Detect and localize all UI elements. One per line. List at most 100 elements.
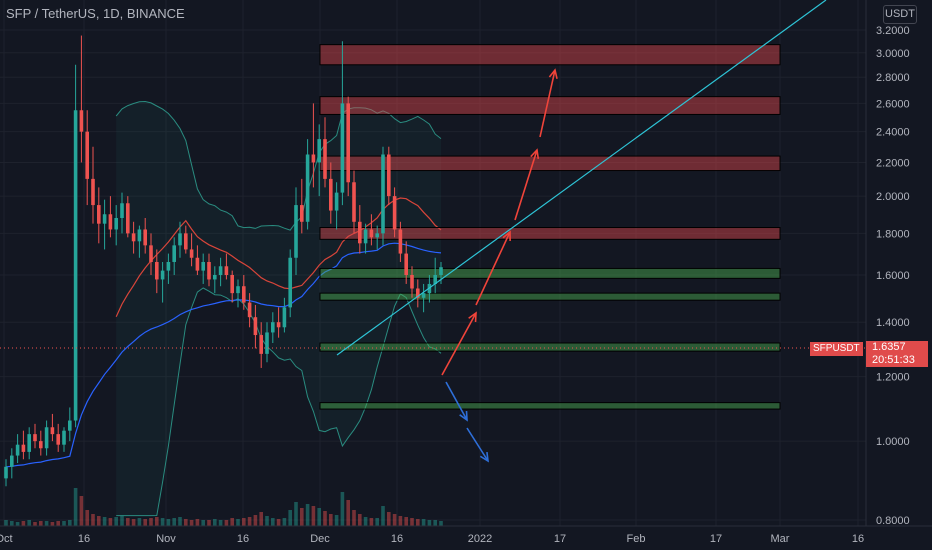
candle-body [44,427,49,449]
volume-bar [242,518,246,526]
candle-body [224,266,229,275]
price-tick-label: 1.0000 [876,436,910,448]
arrow-up-1-head [468,311,477,323]
price-tick-label: 1.6000 [876,270,910,282]
arrow-up-4-head [548,68,558,79]
time-tick-label: Nov [156,533,176,545]
currency-button[interactable]: USDT [883,5,917,24]
candle-body [334,192,339,211]
volume-bar [21,521,26,526]
volume-bar [218,520,223,526]
volume-bar [410,518,414,526]
candle-body [387,154,391,197]
volume-bar [149,518,153,526]
candle-body [352,182,356,222]
volume-bar [265,516,269,526]
candle-body [416,288,420,298]
volume-bar [271,518,275,526]
candle-body [62,430,66,445]
arrow-up-3 [514,149,538,221]
last-price-value: 1.6357 [872,341,906,353]
volume-bar [300,508,304,526]
candle-body [79,110,84,132]
volume-bar [224,520,229,526]
candle-body [311,154,316,163]
volume-bar [97,516,101,526]
volume-bar [294,502,298,526]
candle-body [201,261,205,271]
volume-bar [102,517,107,526]
arrow-up-2-head [502,230,511,242]
price-tick-label: 2.2000 [876,157,910,169]
candle-body [143,229,147,246]
volume-bar [4,520,8,526]
volume-bar [85,510,89,526]
price-axis: 3.2000 3.0000 2.8000 2.6000 2.4000 2.2000 2.00… [876,25,910,527]
price-tick-label: 3.2000 [876,25,910,37]
candle-body [404,253,408,275]
candle-body [392,196,397,230]
candle-body [282,307,287,328]
candle-body [184,233,188,250]
candle-body [329,178,333,211]
volume-bar [392,514,397,526]
volume-bar [207,520,211,526]
arrow-down-1-head [459,410,468,422]
resistance-zone [319,96,781,115]
last-price-tag: 1.6357 20:51:33 [866,341,928,367]
volume-bar [398,516,403,526]
support-zone [319,292,781,301]
candle-body [346,103,350,183]
candle-body [259,335,263,354]
volume-bar [439,521,443,526]
time-tick-label: 16 [237,533,249,545]
candle-body [189,249,194,258]
volume-bar [131,519,136,526]
candle-body [149,245,153,262]
volume-bar [346,500,350,526]
support-zone [319,402,781,410]
volume-bar [50,522,55,526]
time-tick-label: 2022 [468,533,492,545]
volume-bar [73,488,78,526]
volume-bar [323,511,327,526]
volume-bar [276,519,281,526]
volume-bar [143,519,147,526]
volume-bar [288,510,292,526]
candle-body [363,229,368,244]
support-zone [319,267,781,279]
volume-bar [230,518,234,526]
volume-bar [201,520,205,526]
candle-body [50,427,55,435]
candle-body [195,257,200,271]
candle-body [381,154,385,234]
volume-bar [282,518,287,526]
price-tick-label: 2.4000 [876,127,910,139]
candle-body [439,267,443,275]
time-tick-label: 17 [710,533,722,545]
candle-body [271,322,275,333]
candle-body [207,261,211,280]
candle-body [155,261,159,280]
candle-body [276,322,281,328]
candle-body [213,275,217,280]
candle-body [410,275,414,289]
candle-body [253,317,258,336]
candle-body [218,266,223,275]
candle-body [137,229,142,242]
candle-body [102,214,107,224]
arrow-up-2 [475,231,511,306]
volume-bar [247,517,252,526]
candle-body [33,434,37,442]
candle-body [265,332,269,354]
candle-body [358,221,362,244]
volume-bar [44,521,49,526]
volume-bar [329,514,333,526]
volume-bar [10,521,14,526]
volume-bar [259,512,263,526]
volume-bar [68,520,72,526]
volume-bar [62,521,66,526]
candle-body [120,203,124,218]
candle-body [323,139,327,179]
